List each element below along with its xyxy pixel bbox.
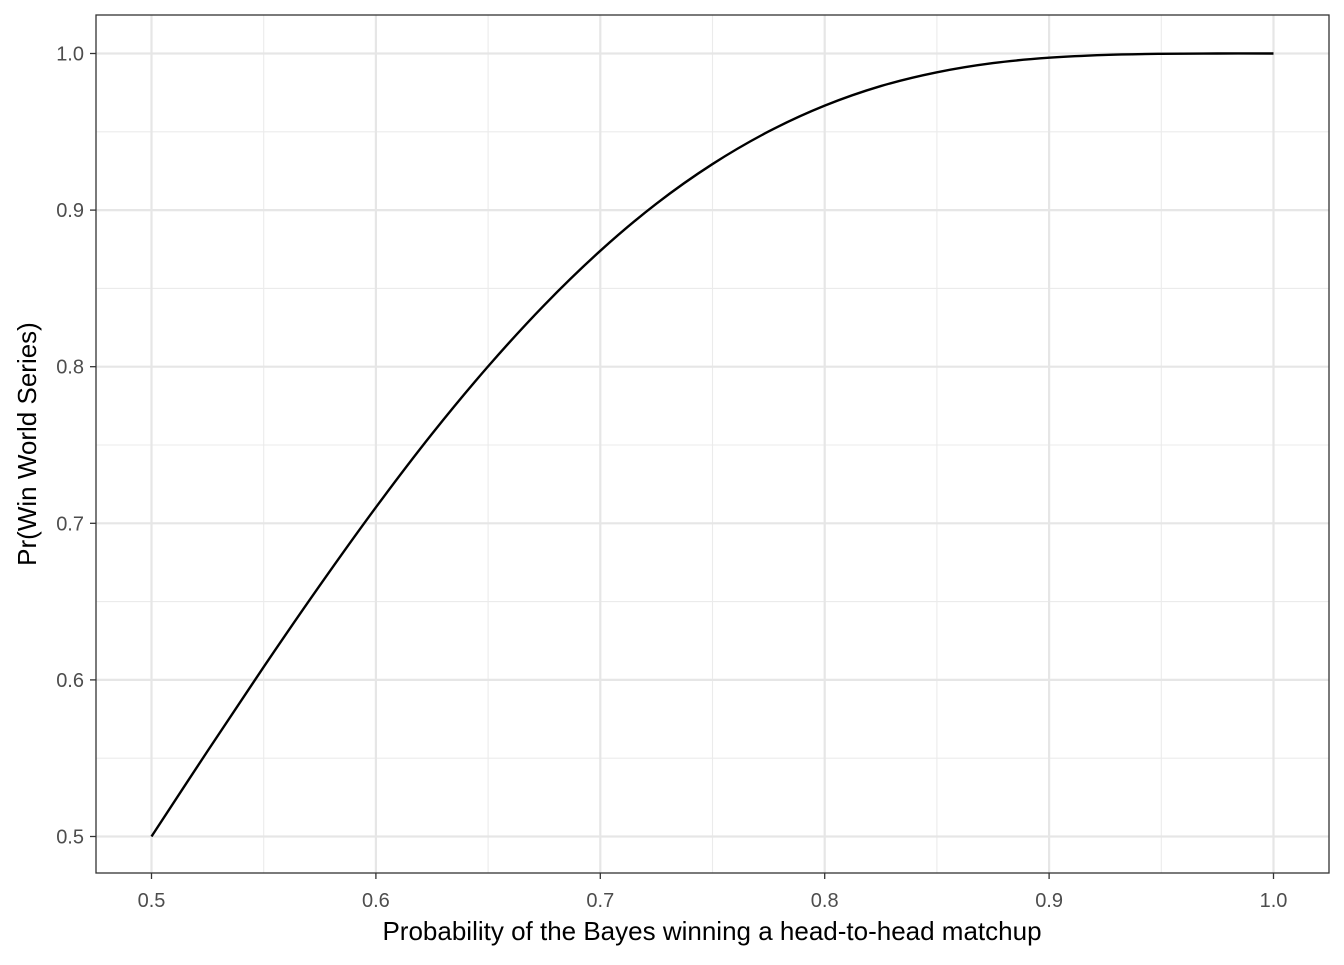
- y-axis-title: Pr(Win World Series): [12, 322, 42, 566]
- series-line: [150, 52, 1274, 838]
- x-tick-label: 0.9: [1035, 890, 1063, 912]
- x-axis-title: Probability of the Bayes winning a head-…: [382, 916, 1041, 946]
- y-tick-label: 0.9: [56, 200, 84, 222]
- x-axis: 0.5 0.6 0.7 0.8 0.9 1.0: [138, 873, 1288, 912]
- x-tick-label: 0.8: [811, 890, 839, 912]
- major-grid: [96, 15, 1329, 873]
- x-tick-label: 0.6: [362, 890, 390, 912]
- y-tick-label: 0.6: [56, 670, 84, 692]
- x-tick-label: 0.5: [138, 890, 166, 912]
- y-axis: 0.5 0.6 0.7 0.8 0.9 1.0: [56, 44, 96, 849]
- x-tick-label: 0.7: [586, 890, 614, 912]
- y-tick-label: 0.7: [56, 513, 84, 535]
- plot-panel-border: [95, 14, 1330, 874]
- minor-grid: [96, 15, 1329, 873]
- y-tick-label: 0.8: [56, 357, 84, 379]
- x-tick-label: 1.0: [1260, 890, 1288, 912]
- series-layer: [150, 52, 1274, 838]
- y-tick-label: 1.0: [56, 44, 84, 66]
- y-tick-label: 0.5: [56, 827, 84, 849]
